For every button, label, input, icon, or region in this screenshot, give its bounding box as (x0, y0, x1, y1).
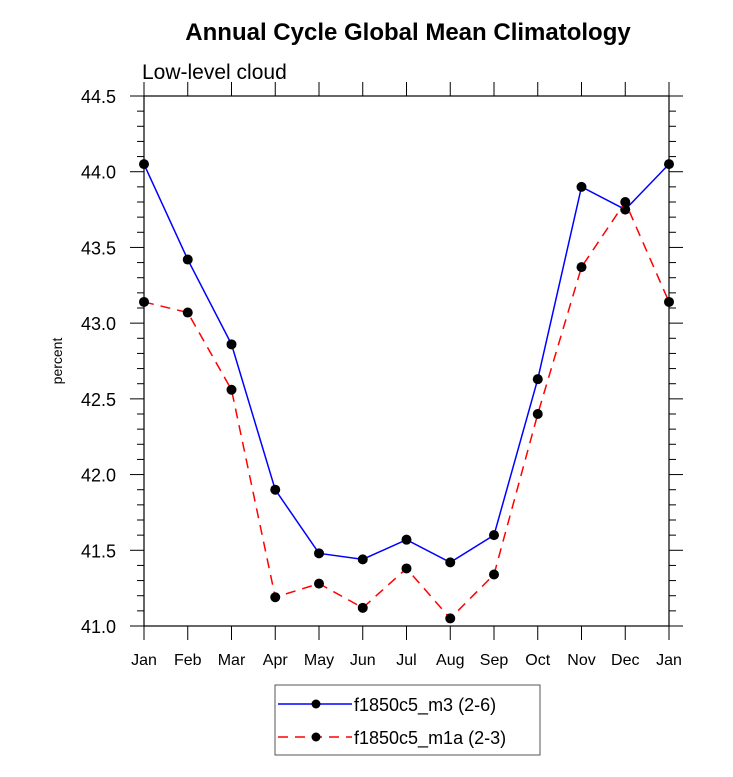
series-1-point (620, 204, 631, 215)
series-1-point (532, 374, 543, 385)
series-2-point (532, 409, 543, 419)
legend-marker-series-1 (311, 699, 321, 709)
series-1-point (139, 159, 149, 170)
legend-label-series-2: f1850c5_m1a (2-3) (354, 728, 506, 749)
y-tick-label: 42.0 (81, 466, 116, 486)
series-1-point (664, 159, 674, 170)
series-1-point (576, 181, 587, 192)
x-tick-label: Jan (656, 652, 682, 669)
series-layer (139, 159, 674, 624)
series-1-point (314, 548, 324, 559)
y-axis-ticks: 41.0 41.5 42.0 42.5 43.0 43.5 44.0 44.5 (81, 87, 683, 637)
series-2-point (445, 613, 456, 624)
series-1-point (182, 254, 193, 265)
series-2-point (620, 197, 631, 207)
x-tick-label: Jan (131, 652, 157, 669)
series-2-point (489, 569, 499, 580)
series-2-point (226, 384, 237, 395)
series-line-2 (143, 200, 670, 620)
series-1-point (270, 484, 281, 495)
x-tick-label: Apr (263, 652, 289, 669)
plot-frame (143, 95, 670, 627)
y-tick-label: 43.0 (81, 314, 116, 334)
series-2-point (314, 578, 324, 589)
y-tick-label: 41.5 (81, 541, 116, 561)
series-2-point (139, 296, 149, 307)
series-1-point (489, 530, 499, 541)
x-tick-label: Sep (480, 652, 509, 669)
y-axis-label: percent (49, 338, 65, 385)
chart-subtitle: Low-level cloud (142, 61, 287, 84)
legend-box (274, 684, 541, 756)
x-tick-label: Jul (396, 652, 416, 669)
series-2-point (576, 262, 587, 273)
series-1-point (445, 557, 456, 568)
x-tick-label: Oct (525, 652, 550, 669)
series-1-point (357, 554, 368, 565)
chart-title: Annual Cycle Global Mean Climatology (185, 19, 631, 46)
series-2-point (664, 296, 674, 307)
y-tick-label: 43.5 (81, 238, 116, 258)
legend: f1850c5_m3 (2-6) f1850c5_m1a (2-3) (274, 684, 541, 756)
x-tick-label: Mar (218, 652, 246, 669)
legend-marker-series-2 (311, 732, 321, 742)
series-2-point (270, 592, 281, 603)
series-1-point (226, 339, 237, 350)
legend-label-series-1: f1850c5_m3 (2-6) (354, 695, 496, 716)
y-tick-label: 44.5 (81, 87, 116, 107)
series-2-point (357, 602, 368, 613)
y-tick-label: 41.0 (81, 617, 116, 637)
x-tick-label: Jun (350, 652, 376, 669)
x-tick-label: Nov (567, 652, 595, 669)
x-tick-label: Dec (611, 652, 639, 669)
series-1-point (401, 534, 412, 545)
series-2-point (401, 563, 412, 574)
x-tick-label: Feb (174, 652, 202, 669)
series-2-point (182, 307, 193, 318)
x-axis-ticks: Jan Feb Mar Apr May Jun Jul Aug Sep Oct Nov Dec Jan (131, 82, 682, 669)
x-tick-label: Aug (436, 652, 464, 669)
x-tick-label: May (304, 652, 334, 669)
y-tick-label: 44.0 (81, 163, 116, 183)
series-line-1 (143, 163, 670, 564)
y-tick-label: 42.5 (81, 390, 116, 410)
